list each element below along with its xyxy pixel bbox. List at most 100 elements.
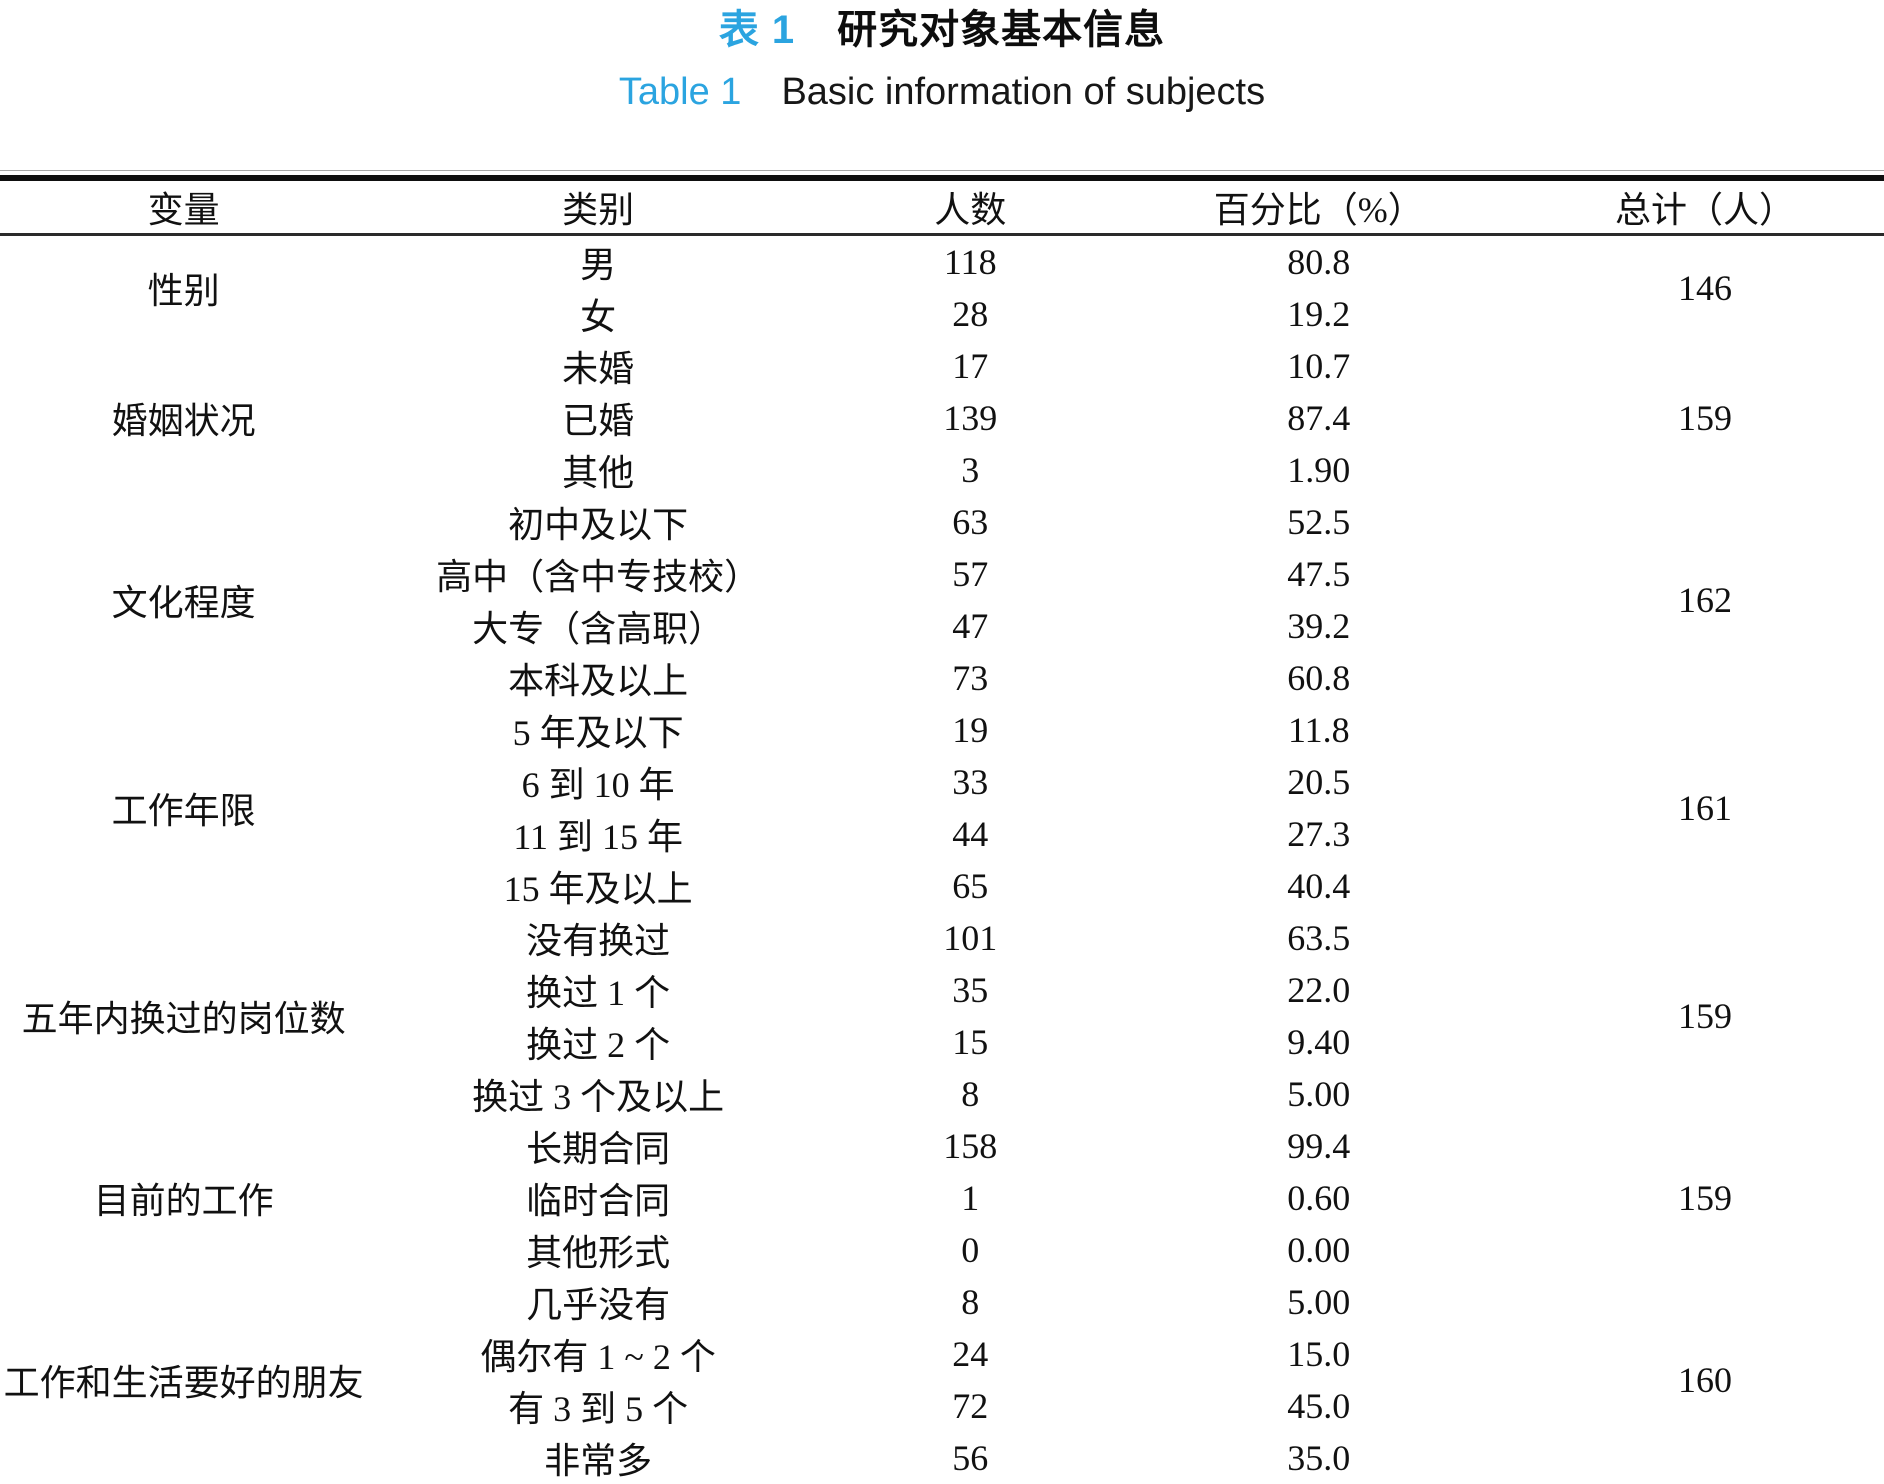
- percent-cell: 0.00: [1287, 1229, 1351, 1270]
- top-thick-rule: [0, 174, 1884, 181]
- count-cell: 19: [952, 709, 989, 750]
- table-number-en: Table 1: [618, 71, 742, 113]
- percent-cell: 1.90: [1287, 449, 1351, 490]
- category-cell: 非常多: [544, 1440, 653, 1481]
- count-cell: 24: [952, 1333, 989, 1374]
- table-row: 偶尔有 1 ~ 2 个 24 15.0: [0, 1328, 1884, 1380]
- table-row: 已婚 139 87.4: [0, 392, 1884, 444]
- variable-cell: 文化程度: [111, 582, 256, 623]
- percent-cell: 47.5: [1287, 553, 1351, 594]
- category-cell: 有 3 到 5 个: [508, 1388, 689, 1429]
- percent-cell: 15.0: [1287, 1333, 1351, 1374]
- column-header-4: 百分比（%）: [1111, 180, 1527, 236]
- percent-cell: 11.8: [1287, 709, 1350, 750]
- table-row: 工作年限 5 年及以下 19 11.8 161: [0, 704, 1884, 831]
- percent-cell: 0.60: [1287, 1177, 1351, 1218]
- percent-cell: 5.00: [1287, 1281, 1351, 1322]
- table-number-zh: 表 1: [718, 8, 796, 52]
- count-cell: 101: [943, 917, 998, 958]
- count-cell: 139: [943, 397, 998, 438]
- count-cell: 35: [952, 969, 989, 1010]
- category-cell: 15 年及以上: [503, 868, 693, 909]
- table-row: 女 28 19.2: [0, 288, 1884, 340]
- category-cell: 5 年及以下: [512, 712, 684, 753]
- variable-cell: 目前的工作: [93, 1180, 274, 1221]
- percent-cell: 39.2: [1287, 605, 1351, 646]
- count-cell: 73: [952, 657, 989, 698]
- header-row: 变量 类别 人数 百分比（%） 总计（人）: [0, 180, 1884, 236]
- table-title-en: Table 1 Basic information of subjects: [0, 71, 1884, 114]
- variable-cell: 五年内换过的岗位数: [21, 998, 346, 1039]
- variable-cell: 性别: [147, 270, 220, 311]
- table-row: 换过 2 个 15 9.40: [0, 1016, 1884, 1068]
- table-row: 五年内换过的岗位数 没有换过 101 63.5 159: [0, 912, 1884, 1039]
- count-cell: 17: [952, 345, 989, 386]
- table-row: 文化程度 初中及以下 63 52.5 162: [0, 496, 1884, 623]
- table-row: 6 到 10 年 33 20.5: [0, 756, 1884, 808]
- table-title-en-text: Basic information of subjects: [781, 71, 1266, 113]
- category-cell: 没有换过: [526, 920, 671, 961]
- category-cell: 换过 1 个: [526, 972, 671, 1013]
- count-cell: 15: [952, 1021, 989, 1062]
- count-cell: 57: [952, 553, 989, 594]
- variable-cell: 工作年限: [111, 790, 256, 831]
- table-header: 变量 类别 人数 百分比（%） 总计（人）: [0, 180, 1884, 236]
- count-cell: 158: [943, 1125, 998, 1166]
- percent-cell: 99.4: [1287, 1125, 1351, 1166]
- category-cell: 几乎没有: [526, 1284, 671, 1325]
- table-row: 换过 3 个及以上 8 5.00: [0, 1068, 1884, 1120]
- category-cell: 长期合同: [526, 1128, 671, 1169]
- total-cell: 161: [1678, 787, 1732, 828]
- column-header-1: 变量: [0, 180, 368, 236]
- category-cell: 已婚: [562, 400, 635, 441]
- count-cell: 1: [961, 1177, 980, 1218]
- count-cell: 72: [952, 1385, 989, 1426]
- percent-cell: 45.0: [1287, 1385, 1351, 1426]
- percent-cell: 40.4: [1287, 865, 1351, 906]
- total-cell: 159: [1678, 995, 1732, 1036]
- table-row: 有 3 到 5 个 72 45.0: [0, 1380, 1884, 1432]
- category-cell: 本科及以上: [508, 660, 689, 701]
- table-block: 变量 类别 人数 百分比（%） 总计（人） 性别 男 118 80.8 146 女 28 19.2 婚姻…: [0, 169, 1884, 1484]
- column-header-2: 类别: [367, 180, 829, 236]
- percent-cell: 27.3: [1287, 813, 1351, 854]
- count-cell: 56: [952, 1437, 989, 1478]
- table-row: 工作和生活要好的朋友 几乎没有 8 5.00 160: [0, 1276, 1884, 1403]
- column-header-3: 人数: [828, 180, 1112, 236]
- total-cell: 146: [1678, 267, 1732, 308]
- percent-cell: 35.0: [1287, 1437, 1351, 1478]
- count-cell: 3: [961, 449, 980, 490]
- category-cell: 高中（含中专技校）: [436, 556, 761, 597]
- top-hairline-rule: [0, 169, 1884, 171]
- percent-cell: 80.8: [1287, 241, 1351, 282]
- variable-cell: 工作和生活要好的朋友: [3, 1362, 364, 1403]
- count-cell: 0: [961, 1229, 980, 1270]
- category-cell: 6 到 10 年: [521, 764, 675, 805]
- category-cell: 初中及以下: [508, 504, 689, 545]
- table-row: 婚姻状况 未婚 17 10.7 159: [0, 340, 1884, 441]
- total-cell: 159: [1678, 1177, 1732, 1218]
- percent-cell: 63.5: [1287, 917, 1351, 958]
- count-cell: 65: [952, 865, 989, 906]
- table-row: 临时合同 1 0.60: [0, 1172, 1884, 1224]
- percent-cell: 20.5: [1287, 761, 1351, 802]
- category-cell: 其他: [562, 452, 635, 493]
- category-cell: 未婚: [562, 348, 635, 389]
- table-body: 性别男 118 80.8 146 女 28 19.2 婚姻状况 未婚 17 10.7 159 已婚 139…: [0, 234, 1884, 1484]
- table-row: 其他 3 1.90: [0, 444, 1884, 496]
- table-row: 非常多 56 35.0: [0, 1432, 1884, 1484]
- table-row: 11 到 15 年 44 27.3: [0, 808, 1884, 860]
- count-cell: 63: [952, 501, 989, 542]
- percent-cell: 87.4: [1287, 397, 1351, 438]
- percent-cell: 19.2: [1287, 293, 1351, 334]
- count-cell: 44: [952, 813, 989, 854]
- percent-cell: 52.5: [1287, 501, 1351, 542]
- table-row: 大专（含高职） 47 39.2: [0, 600, 1884, 652]
- table-row: 换过 1 个 35 22.0: [0, 964, 1884, 1016]
- column-header-5: 总计（人）: [1526, 180, 1884, 236]
- table-row: 目前的工作 长期合同 158 99.4 159: [0, 1120, 1884, 1221]
- count-cell: 47: [952, 605, 989, 646]
- percent-cell: 5.00: [1287, 1073, 1351, 1114]
- count-cell: 33: [952, 761, 989, 802]
